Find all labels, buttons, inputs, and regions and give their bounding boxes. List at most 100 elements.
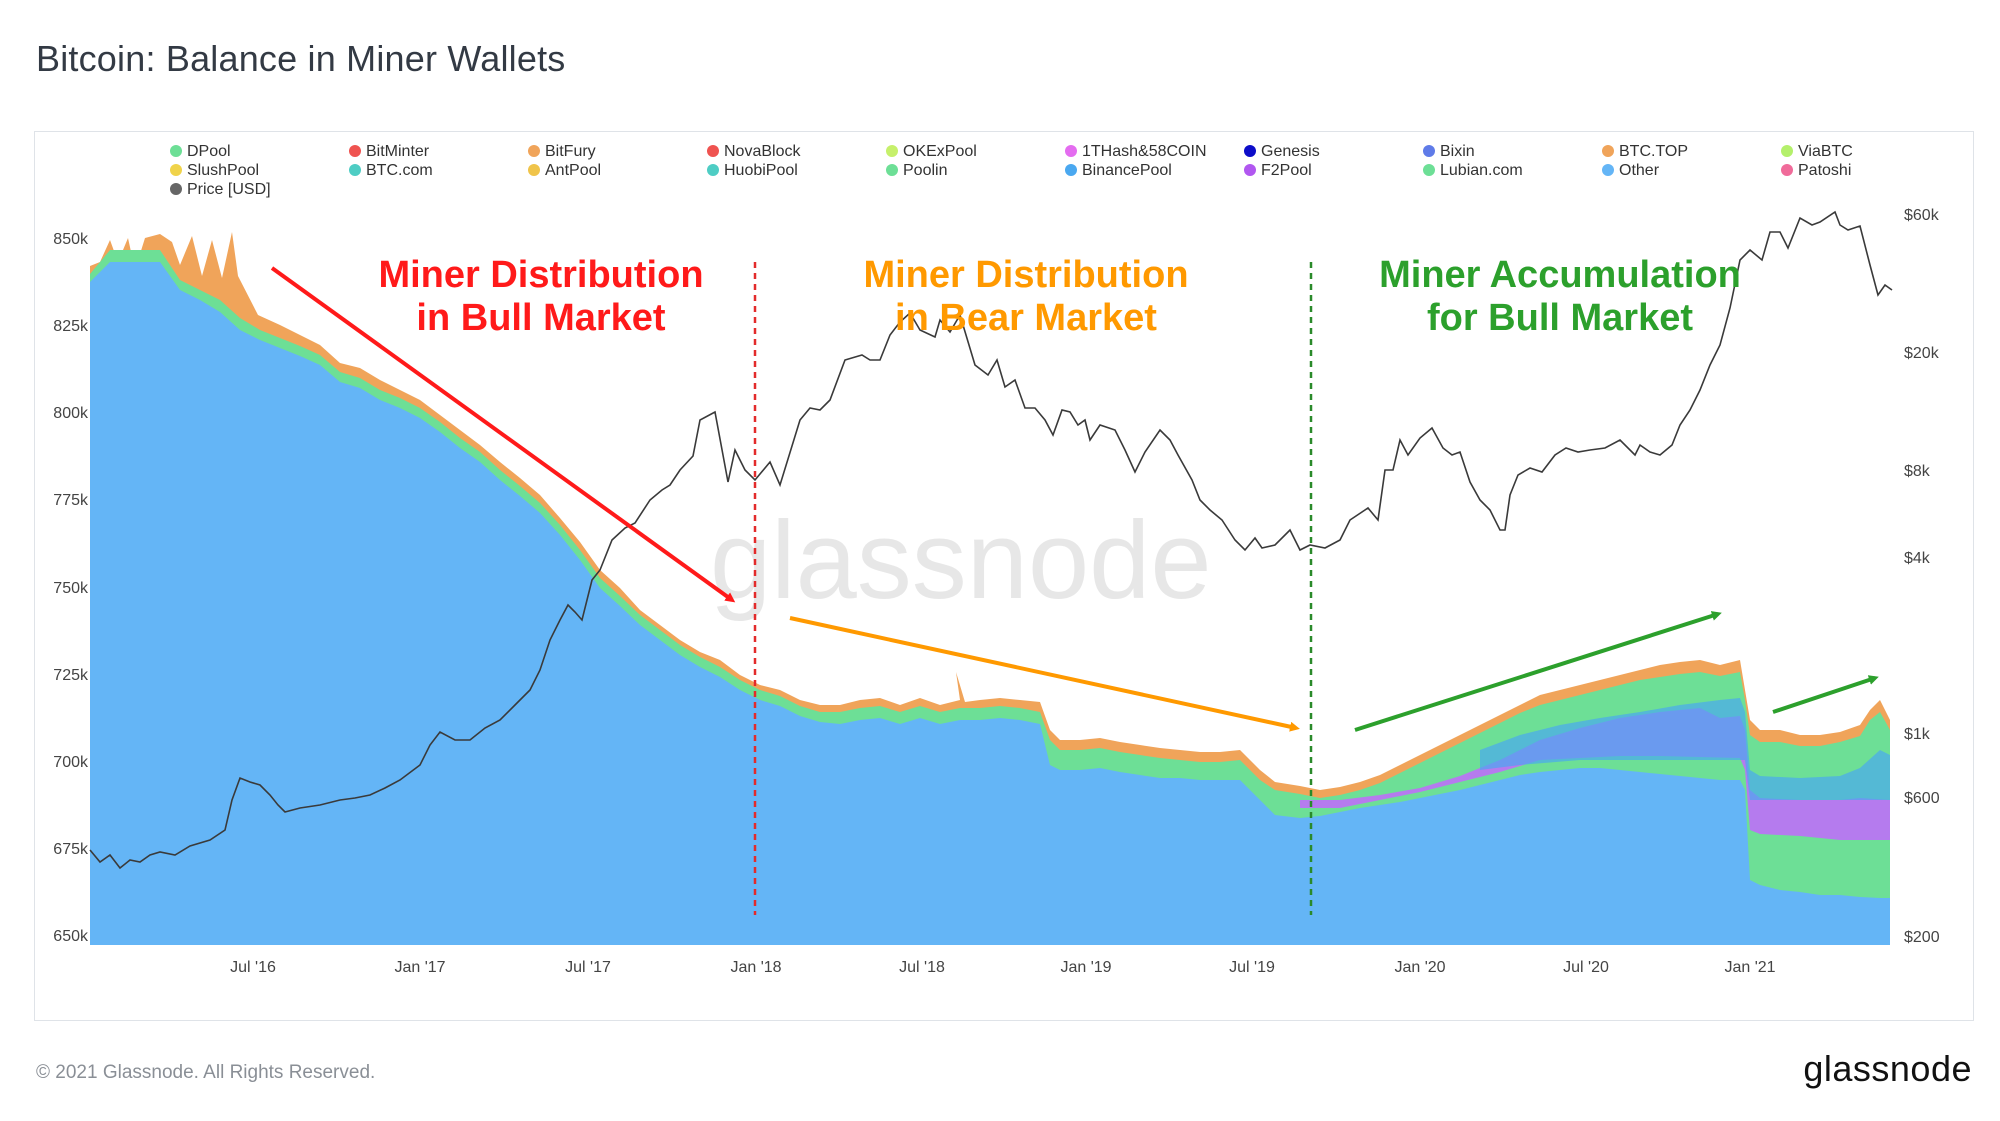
x-tick-label: Jul '17 [565,959,611,976]
y-left-tick-label: 850k [53,231,89,248]
x-tick-label: Jan '20 [1394,959,1445,976]
x-axis: Jul '16 Jan '17 Jul '17 Jan '18 Jul '18 Jan '… [230,959,1776,976]
area-other [90,262,1890,945]
legend-swatch [886,164,898,176]
x-tick-label: Jul '19 [1229,959,1275,976]
y-left-tick-label: 775k [53,492,89,509]
legend-label: Price [USD] [187,181,271,198]
legend-item[interactable]: BTC.TOP [1602,143,1688,160]
y-left-tick-label: 750k [53,580,89,597]
legend-label: DPool [187,143,231,160]
arrow-accumulation [1354,611,1722,732]
y-right-tick-label: $60k [1904,207,1940,224]
legend-swatch [349,164,361,176]
page-title: Bitcoin: Balance in Miner Wallets [36,38,566,79]
legend-item[interactable]: Other [1602,162,1660,179]
legend-swatch [1602,145,1614,157]
legend-swatch [1423,145,1435,157]
legend-swatch [170,145,182,157]
x-tick-label: Jan '21 [1724,959,1775,976]
legend-label: OKExPool [903,143,977,160]
legend-swatch [1781,164,1793,176]
y-left-tick-label: 700k [53,754,89,771]
annotation-bull-line2: in Bull Market [416,297,665,339]
annotation-bear-line2: in Bear Market [895,297,1157,339]
arrow-bull-distribution [270,266,736,603]
y-right-tick-label: $200 [1904,929,1940,946]
legend-item[interactable]: Genesis [1244,143,1320,160]
legend-swatch [707,164,719,176]
legend-label: NovaBlock [724,143,801,160]
x-tick-label: Jan '18 [730,959,781,976]
legend-item[interactable]: Poolin [886,162,947,179]
legend-item[interactable]: SlushPool [170,162,259,179]
y-right-tick-label: $4k [1904,550,1931,567]
legend-swatch [170,164,182,176]
legend-swatch [1244,164,1256,176]
legend-item[interactable]: DPool [170,143,231,160]
legend-label: Genesis [1261,143,1320,160]
annotation-accum-line1: Miner Accumulation [1379,254,1741,296]
legend-swatch [1065,164,1077,176]
legend-swatch [170,183,182,195]
legend-label: 1THash&58COIN [1082,143,1207,160]
legend-swatch [1602,164,1614,176]
legend-label: Lubian.com [1440,162,1523,179]
legend-item[interactable]: Price [USD] [170,181,271,198]
legend-item[interactable]: Patoshi [1781,162,1851,179]
legend-swatch [528,145,540,157]
area-other-upper [1480,698,1890,800]
legend-item[interactable]: ViaBTC [1781,143,1853,160]
legend-swatch [528,164,540,176]
arrow-bear-distribution [789,616,1300,732]
y-axis-right: $60k $20k $8k $4k $1k $600 $200 [1904,207,1940,946]
x-tick-label: Jul '18 [899,959,945,976]
y-left-tick-label: 725k [53,667,89,684]
x-tick-label: Jul '20 [1563,959,1609,976]
annotation-bull-line1: Miner Distribution [378,254,703,296]
chart-watermark: glassnode [710,499,1212,622]
legend-label: Patoshi [1798,162,1851,179]
legend-swatch [1781,145,1793,157]
legend-item[interactable]: BTC.com [349,162,433,179]
legend-item[interactable]: NovaBlock [707,143,801,160]
y-right-tick-label: $1k [1904,726,1931,743]
y-axis-left: 850k 825k 800k 775k 750k 725k 700k 675k 650k [53,231,89,945]
y-left-tick-label: 675k [53,841,89,858]
legend-swatch [349,145,361,157]
legend-item[interactable]: Lubian.com [1423,162,1523,179]
copyright-text: © 2021 Glassnode. All Rights Reserved. [36,1062,376,1083]
x-tick-label: Jan '19 [1060,959,1111,976]
legend-label: SlushPool [187,162,259,179]
legend-item[interactable]: HuobiPool [707,162,798,179]
y-right-tick-label: $8k [1904,463,1931,480]
legend-label: F2Pool [1261,162,1312,179]
legend-label: BitMinter [366,143,430,160]
y-right-tick-label: $20k [1904,345,1940,362]
legend-swatch [1244,145,1256,157]
y-left-tick-label: 800k [53,405,89,422]
legend-swatch [886,145,898,157]
y-left-tick-label: 825k [53,318,89,335]
legend-label: BinancePool [1082,162,1172,179]
legend-item[interactable]: F2Pool [1244,162,1312,179]
legend-item[interactable]: BitMinter [349,143,430,160]
legend-swatch [707,145,719,157]
price-line [89,210,1893,870]
legend-label: HuobiPool [724,162,798,179]
legend-item[interactable]: OKExPool [886,143,977,160]
brand-logo: glassnode [1803,1048,1972,1089]
legend-item[interactable]: AntPool [528,162,601,179]
legend-swatch [1423,164,1435,176]
legend-label: BTC.com [366,162,433,179]
legend-label: ViaBTC [1798,143,1853,160]
legend-item[interactable]: 1THash&58COIN [1065,143,1207,160]
y-right-tick-label: $600 [1904,790,1940,807]
legend-swatch [1065,145,1077,157]
legend-item[interactable]: Bixin [1423,143,1475,160]
legend-item[interactable]: BinancePool [1065,162,1172,179]
legend-item[interactable]: BitFury [528,143,596,160]
legend-label: Other [1619,162,1660,179]
legend-label: Poolin [903,162,947,179]
